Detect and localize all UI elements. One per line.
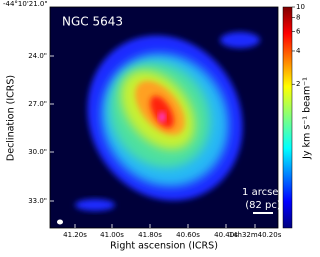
colorbar-tick-label: 2 bbox=[296, 80, 300, 88]
colorbar-tick-label: 8 bbox=[296, 14, 300, 22]
emission-map bbox=[57, 32, 273, 225]
y-tick-label: 30.0" bbox=[28, 148, 47, 156]
y-tick-label: -44°10'21.0" bbox=[3, 0, 48, 8]
x-tick-label: 40.40s bbox=[214, 231, 238, 239]
frame bbox=[49, 6, 279, 229]
colorbar-tick-label: 4 bbox=[296, 47, 301, 55]
scale-label: 1 arcsec bbox=[242, 187, 284, 198]
y-tick-label: 33.0" bbox=[28, 197, 47, 205]
colorbar bbox=[282, 6, 293, 229]
y-tick-label: 24.0" bbox=[28, 52, 47, 60]
x-axis-label: Right ascension (ICRS) bbox=[110, 241, 218, 252]
x-tick-label: 40.60s bbox=[176, 231, 200, 239]
x-tick-label: 41.00s bbox=[100, 231, 124, 239]
y-axis-label: Declination (ICRS) bbox=[6, 75, 17, 161]
y-tick-label: 27.0" bbox=[28, 100, 47, 108]
x-tick-label: 41.80s bbox=[138, 231, 162, 239]
colorbar-tick-label: 6 bbox=[296, 28, 301, 36]
colorbar-tick-label: 10 bbox=[296, 3, 305, 11]
title: NGC 5643 bbox=[62, 15, 123, 29]
scale-sublabel: (82 pc) bbox=[245, 200, 281, 211]
x-tick-label: 14h32m40.20s bbox=[229, 231, 282, 239]
x-tick-label: 41.20s bbox=[63, 231, 87, 239]
colorbar-label: Jy km s⁻¹ beam⁻¹ bbox=[302, 77, 313, 160]
